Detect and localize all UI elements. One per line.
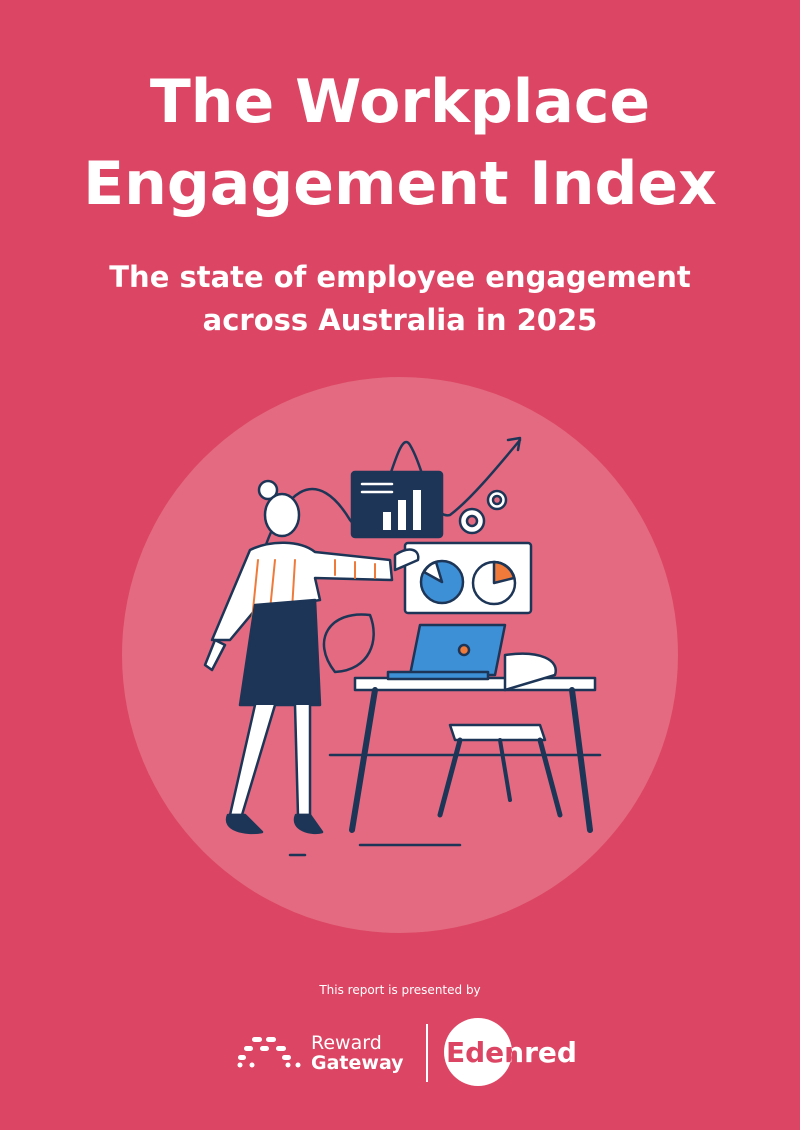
illustration-shape (383, 512, 391, 530)
illustration-shape (322, 613, 375, 674)
illustration-shape (295, 1062, 301, 1068)
illustration-shape (393, 548, 420, 572)
logo-text: Edenred (446, 1036, 577, 1069)
illustration-shape (251, 559, 376, 621)
illustration-shape (252, 1037, 262, 1042)
illustration-shape (238, 1055, 246, 1060)
illustration-shape (408, 623, 507, 677)
illustration-shape (203, 638, 227, 672)
illustration-shape (413, 490, 421, 530)
illustration-shape (263, 492, 301, 538)
logo-text: Gateway (311, 1052, 404, 1074)
illustration-circle (122, 377, 678, 933)
subtitle-line: The state of employee engagement (109, 260, 691, 294)
illustration-shape (492, 560, 516, 585)
illustration-shape (349, 687, 378, 833)
title-line: Engagement Index (83, 149, 717, 219)
illustration-shape (282, 1055, 291, 1060)
illustration-shape (491, 494, 503, 506)
subtitle-line: across Australia in 2025 (203, 303, 598, 337)
illustration-shape (249, 1062, 255, 1068)
illustration-shape (386, 670, 490, 681)
illustration-shape (257, 479, 279, 501)
illustration-shape (437, 737, 463, 818)
illustration-shape (422, 560, 444, 584)
illustration-shape (448, 723, 547, 742)
title-line: The Workplace (150, 67, 650, 137)
illustration-shape (398, 500, 406, 530)
illustration-shape (244, 1046, 253, 1051)
illustration-shape (457, 643, 471, 657)
illustration-shape (266, 1037, 276, 1042)
reward-gateway-logo: Reward Gateway (237, 1032, 404, 1074)
illustration-shape (350, 470, 444, 539)
illustration-shape (537, 737, 563, 818)
illustration-shape (260, 1046, 269, 1051)
illustration-shape (293, 813, 324, 834)
edenred-logo: Edenred Edenred (444, 1018, 577, 1086)
presented-by: This report is presented by (318, 983, 480, 997)
illustration-shape (248, 438, 522, 602)
illustration (203, 436, 602, 857)
illustration-shape (237, 1062, 243, 1068)
illustration-shape (285, 1062, 291, 1068)
illustration-shape (238, 598, 322, 707)
illustration-shape (498, 738, 512, 802)
illustration-shape (506, 436, 522, 452)
illustration-shape (465, 514, 479, 528)
logo-text: Edenred (446, 1036, 577, 1069)
illustration-shape (276, 1046, 286, 1051)
illustration-shape (569, 687, 593, 833)
illustration-shape (503, 652, 557, 692)
illustration-shape (444, 1018, 512, 1086)
illustration-shape (225, 813, 264, 834)
logo-text: Reward (311, 1032, 382, 1054)
